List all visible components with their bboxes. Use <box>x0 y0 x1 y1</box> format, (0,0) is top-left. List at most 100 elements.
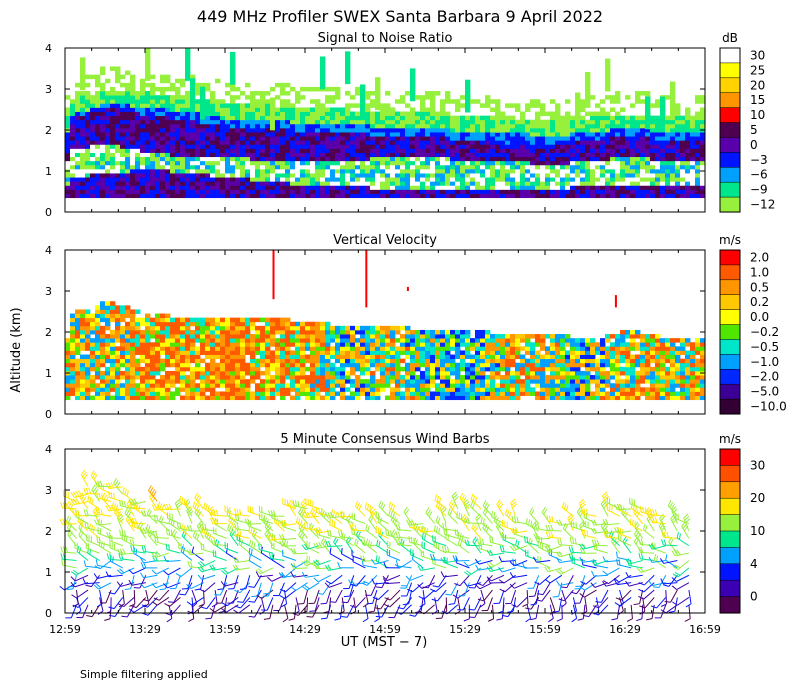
snr-cell <box>415 111 421 117</box>
velocity-cell <box>205 395 211 401</box>
velocity-cell <box>165 313 171 319</box>
velocity-cell <box>170 395 176 401</box>
snr-cell <box>90 189 96 194</box>
velocity-cell <box>340 391 346 396</box>
snr-cell <box>460 185 466 190</box>
snr-cell <box>270 144 276 149</box>
snr-cell <box>525 144 531 149</box>
velocity-cell <box>505 370 511 376</box>
velocity-cell <box>305 391 311 396</box>
velocity-cell <box>180 383 186 388</box>
snr-cell <box>490 168 496 174</box>
velocity-cell <box>255 383 261 388</box>
velocity-cell <box>170 317 176 323</box>
snr-cell <box>550 148 556 153</box>
snr-cell <box>445 148 451 153</box>
snr-cell <box>650 177 656 182</box>
velocity-cell <box>540 338 546 343</box>
snr-cell <box>200 185 206 190</box>
velocity-cell <box>495 334 501 339</box>
snr-cell <box>530 152 536 158</box>
velocity-cell <box>400 375 406 380</box>
snr-cell <box>355 115 361 121</box>
snr-cell <box>570 132 576 137</box>
snr-cell <box>265 127 271 133</box>
snr-cell <box>465 189 471 194</box>
snr-cell <box>440 136 446 141</box>
colorbar-swatch <box>719 196 741 213</box>
snr-cell <box>495 148 501 153</box>
snr-cell <box>235 95 241 100</box>
snr-cell <box>305 164 311 170</box>
snr-cell <box>275 132 281 137</box>
velocity-cell <box>75 375 81 380</box>
velocity-cell <box>230 366 236 372</box>
snr-cell <box>405 177 411 182</box>
snr-cell <box>360 181 366 186</box>
snr-cell <box>195 164 201 170</box>
snr-cell <box>535 156 541 162</box>
snr-cell <box>385 127 391 133</box>
snr-cell <box>580 140 586 145</box>
velocity-cell <box>530 366 536 372</box>
snr-cell <box>110 111 116 117</box>
snr-cell <box>160 111 166 117</box>
velocity-cell <box>120 370 126 376</box>
snr-cell <box>80 91 86 96</box>
snr-cell <box>470 168 476 174</box>
snr-cell <box>290 107 296 112</box>
snr-cell <box>455 168 461 174</box>
snr-cell <box>215 181 221 186</box>
snr-cell <box>565 156 571 162</box>
velocity-cell <box>410 338 416 343</box>
snr-cell <box>590 119 596 125</box>
snr-cell <box>425 144 431 149</box>
snr-cell <box>630 127 636 133</box>
velocity-cell <box>495 387 501 392</box>
snr-cell <box>230 103 236 108</box>
velocity-cell <box>150 379 156 384</box>
colorbar-label: −12 <box>750 198 775 212</box>
velocity-cell <box>130 370 136 376</box>
velocity-cell <box>245 342 251 347</box>
velocity-cell <box>160 346 166 351</box>
snr-cell <box>310 136 316 141</box>
snr-cell <box>245 177 251 182</box>
velocity-cell <box>185 391 191 396</box>
snr-cell <box>380 181 386 186</box>
snr-cell <box>125 107 131 112</box>
snr-cell <box>415 193 421 199</box>
snr-cell <box>495 152 501 158</box>
velocity-cell <box>250 395 256 401</box>
snr-cell <box>395 185 401 190</box>
snr-cell <box>120 181 126 186</box>
snr-cell <box>285 99 291 104</box>
snr-cell <box>450 119 456 125</box>
velocity-cell <box>305 366 311 372</box>
velocity-cell <box>180 350 186 355</box>
velocity-cell <box>340 342 346 347</box>
velocity-cell <box>100 317 106 323</box>
snr-cell <box>215 173 221 178</box>
snr-cell <box>105 152 111 158</box>
snr-cell <box>580 173 586 178</box>
snr-cell <box>670 81 676 115</box>
snr-cell <box>150 140 156 145</box>
snr-cell <box>95 111 101 117</box>
velocity-cell <box>185 383 191 388</box>
snr-cell <box>445 185 451 190</box>
velocity-cell <box>555 338 561 343</box>
velocity-cell <box>415 379 421 384</box>
velocity-cell <box>425 362 431 368</box>
snr-cell <box>130 107 136 112</box>
snr-cell <box>70 185 76 190</box>
snr-cell <box>695 136 701 141</box>
snr-cell <box>175 95 181 100</box>
velocity-cell <box>85 325 91 331</box>
snr-cell <box>350 177 356 182</box>
velocity-cell <box>225 338 231 343</box>
snr-cell <box>670 177 676 182</box>
velocity-cell <box>410 366 416 372</box>
snr-cell <box>110 136 116 141</box>
snr-cell <box>285 119 291 125</box>
